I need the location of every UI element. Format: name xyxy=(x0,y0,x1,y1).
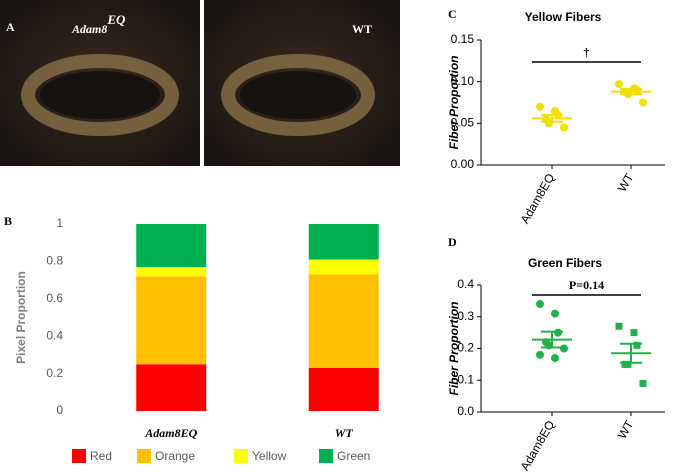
legend-swatch xyxy=(72,449,86,463)
bar-segment xyxy=(308,367,379,411)
chart-title: Yellow Fibers xyxy=(525,10,602,24)
data-point xyxy=(536,102,544,111)
x-tick-label: Adam8EQ xyxy=(518,418,558,473)
legend-label: Red xyxy=(90,449,112,463)
y-tick-label: 0.4 xyxy=(457,277,474,291)
data-point xyxy=(551,354,559,363)
image-label: WT xyxy=(352,22,372,36)
annotation: P=0.14 xyxy=(569,278,604,292)
lumen xyxy=(40,71,160,119)
y-tick-label: 0.10 xyxy=(451,74,475,88)
image-label: Adam8EQ xyxy=(71,12,126,36)
panel-label: A xyxy=(6,20,15,34)
y-tick-label: 0.0 xyxy=(457,404,474,418)
data-point xyxy=(633,341,641,349)
bar-segment xyxy=(308,274,379,368)
data-point xyxy=(630,329,638,337)
image-label: Adam8 xyxy=(71,22,107,36)
y-tick-label: 0.2 xyxy=(457,341,474,355)
x-tick-label: Adam8EQ xyxy=(144,426,197,440)
legend-swatch xyxy=(319,449,333,463)
x-tick-label: WT xyxy=(335,426,354,440)
panel-label: D xyxy=(448,235,457,249)
data-point xyxy=(560,123,568,132)
y-tick-label: 0.00 xyxy=(451,157,475,171)
data-point xyxy=(560,344,568,353)
y-axis-title: Pixel Proportion xyxy=(14,271,28,364)
y-tick-label: 0.15 xyxy=(451,32,475,46)
x-tick-label: Adam8EQ xyxy=(518,171,558,226)
fiber-ring xyxy=(21,54,179,136)
y-tick-label: 0.4 xyxy=(46,328,63,342)
bar-segment xyxy=(136,224,207,268)
data-point xyxy=(536,300,544,309)
fiber-ring xyxy=(221,54,375,136)
y-tick-label: 0 xyxy=(56,403,63,417)
bar-segment xyxy=(308,224,379,260)
x-tick-label: WT xyxy=(615,171,637,195)
data-point xyxy=(639,379,647,387)
chart-title: Green Fibers xyxy=(528,256,602,270)
image-label-sup: EQ xyxy=(106,12,126,27)
y-tick-label: 0.1 xyxy=(457,372,474,386)
legend-swatch xyxy=(137,449,151,463)
data-point xyxy=(624,360,632,368)
y-tick-label: 1 xyxy=(56,216,63,230)
panel-label: B xyxy=(4,214,12,228)
bar-segment xyxy=(136,276,207,365)
legend-label: Orange xyxy=(155,449,195,463)
legend-swatch xyxy=(234,449,248,463)
y-tick-label: 0.6 xyxy=(46,291,63,305)
panel-label: C xyxy=(448,7,457,21)
bar-segment xyxy=(136,364,207,411)
data-point xyxy=(615,80,623,89)
y-axis-title: Fiber Proportion xyxy=(447,56,461,150)
data-point xyxy=(639,98,647,107)
bar-segment xyxy=(136,267,207,277)
y-tick-label: 0.05 xyxy=(451,116,475,130)
y-tick-label: 0.3 xyxy=(457,309,474,323)
lumen xyxy=(240,71,356,119)
data-point xyxy=(551,309,559,318)
bar-segment xyxy=(308,259,379,275)
y-tick-label: 0.2 xyxy=(46,366,63,380)
data-point xyxy=(536,350,544,359)
legend-label: Yellow xyxy=(252,449,287,463)
y-axis-title: Fiber Proportion xyxy=(447,302,461,396)
x-tick-label: WT xyxy=(615,418,637,442)
data-point xyxy=(615,322,623,330)
panel-a: A Adam8EQ WT xyxy=(0,0,400,166)
annotation: † xyxy=(584,45,590,59)
legend-label: Green xyxy=(337,449,370,463)
y-tick-label: 0.8 xyxy=(46,254,63,268)
